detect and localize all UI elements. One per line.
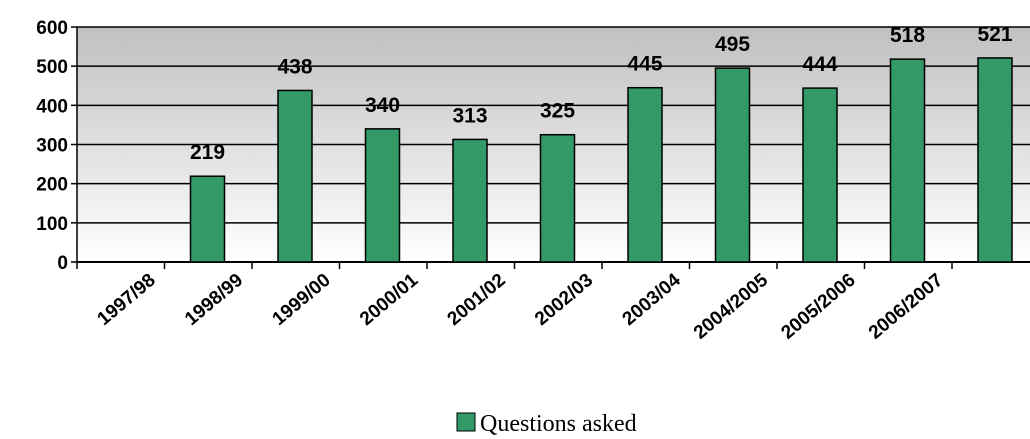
x-tick-label: 2001/02 (444, 270, 510, 330)
data-label: 495 (715, 33, 750, 56)
bar (714, 67, 751, 263)
y-tick-label: 600 (36, 18, 68, 39)
x-tick-label: 2002/03 (531, 270, 597, 330)
x-tick-label: 2000/01 (356, 269, 422, 330)
bar (539, 133, 576, 263)
y-tick-label: 300 (36, 136, 68, 157)
x-axis: 1997/98 1998/99 1999/00 2000/01 2001/02 2002/… (76, 261, 1030, 344)
x-tick-label: 1998/99 (181, 270, 247, 330)
legend-label: Questions asked (480, 411, 637, 437)
y-tick-label: 400 (36, 96, 68, 117)
y-tick-label: 200 (36, 175, 68, 196)
x-tick-label: 2005/2006 (777, 270, 859, 344)
x-tick-label: 1997/98 (94, 270, 160, 330)
data-label: 444 (802, 53, 837, 76)
bar (189, 175, 226, 263)
x-tick-label: 2003/04 (619, 269, 685, 330)
x-tick-label: 2006/2007 (865, 270, 947, 344)
x-tick-label: 1999/00 (269, 270, 335, 330)
bar (452, 138, 488, 263)
y-tick-label: 0 (57, 253, 68, 274)
data-label: 445 (627, 53, 662, 76)
legend: Questions asked (456, 411, 637, 437)
legend-swatch (456, 412, 476, 432)
data-label: 313 (452, 104, 487, 127)
y-tick-label: 500 (36, 57, 68, 78)
data-label: 340 (365, 94, 400, 117)
data-label: 521 (977, 23, 1012, 46)
bar (802, 87, 838, 263)
data-label: 438 (277, 55, 312, 78)
bar (277, 89, 313, 263)
data-labels: 219 438 340 313 325 445 495 444 518 521 (190, 23, 1013, 164)
data-label: 219 (190, 141, 225, 164)
data-label: 325 (540, 100, 575, 123)
bars (189, 57, 1013, 263)
x-tick-label: 2004/2005 (690, 269, 773, 343)
y-axis: 0 100 200 300 400 500 600 (36, 18, 78, 274)
y-tick-label: 100 (36, 214, 68, 235)
bar (364, 128, 401, 263)
bar (889, 58, 926, 263)
bar (627, 86, 663, 263)
bar (977, 57, 1013, 263)
data-label: 518 (890, 24, 925, 47)
